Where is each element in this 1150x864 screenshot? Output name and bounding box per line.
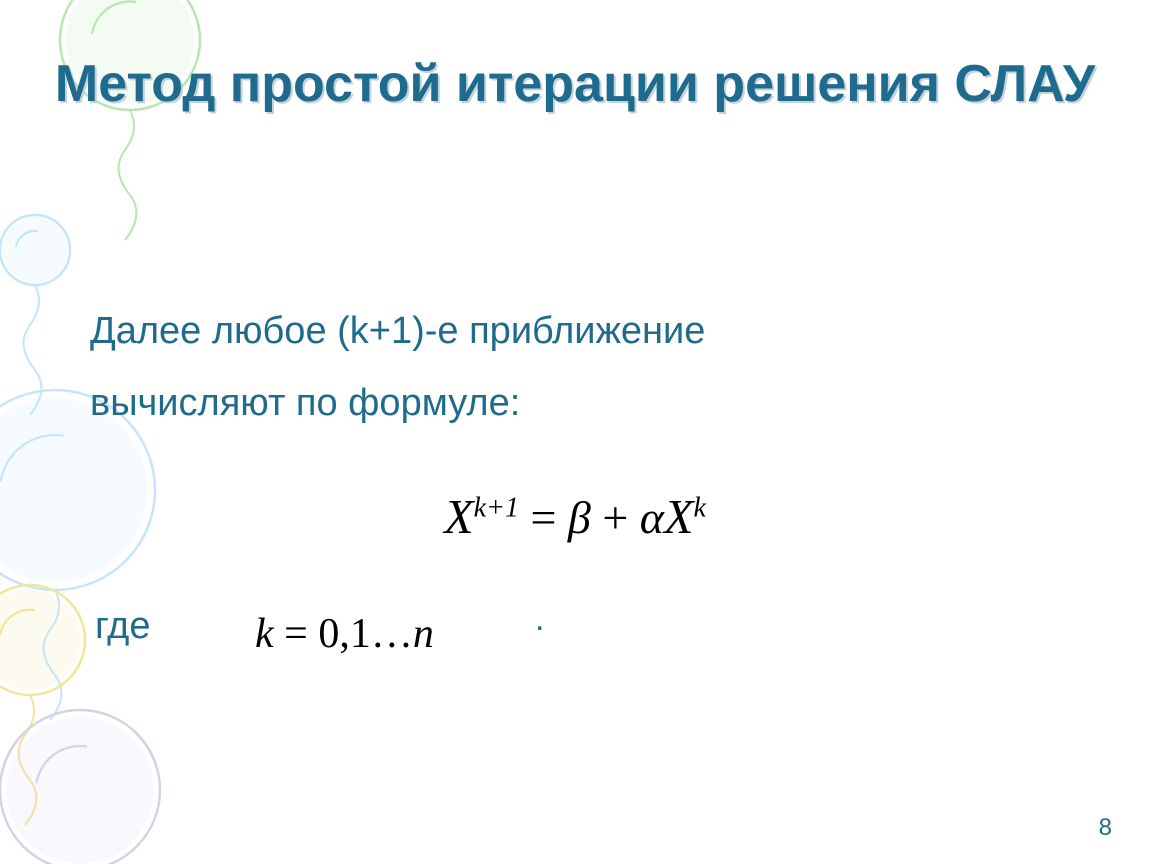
formula-beta: β	[568, 492, 591, 543]
body-line-1: Далее любое (k+1)-е приближение	[90, 310, 705, 352]
slide: Метод простой итерации решения СЛАУ Дале…	[0, 0, 1150, 864]
title-text: Метод простой итерации решения СЛАУ	[55, 55, 1095, 113]
trailing-period: .	[535, 600, 544, 639]
page-number: 8	[1099, 814, 1112, 842]
formula-plus: +	[591, 492, 640, 543]
slide-title: Метод простой итерации решения СЛАУ	[0, 55, 1150, 115]
formula-eq: =	[519, 492, 568, 543]
formula-sup2: k	[693, 493, 705, 524]
body-text: Далее любое (k+1)-е приближение вычисляю…	[90, 295, 1070, 439]
formula-X2: X	[664, 491, 694, 544]
formula-k-vals: 0,1…	[318, 611, 413, 657]
formula-alpha: α	[640, 492, 664, 543]
formula-X1: X	[444, 491, 474, 544]
formula-k-var: k	[255, 611, 274, 657]
where-label: где	[95, 605, 150, 648]
formula-k-eq: =	[274, 611, 319, 657]
k-range-formula: k = 0,1…n	[255, 610, 434, 658]
iteration-formula: Xk+1 = β + αXk	[0, 490, 1150, 545]
body-line-2: вычисляют по формуле:	[90, 382, 520, 424]
formula-sup1: k+1	[474, 493, 519, 524]
formula-k-n: n	[413, 611, 434, 657]
